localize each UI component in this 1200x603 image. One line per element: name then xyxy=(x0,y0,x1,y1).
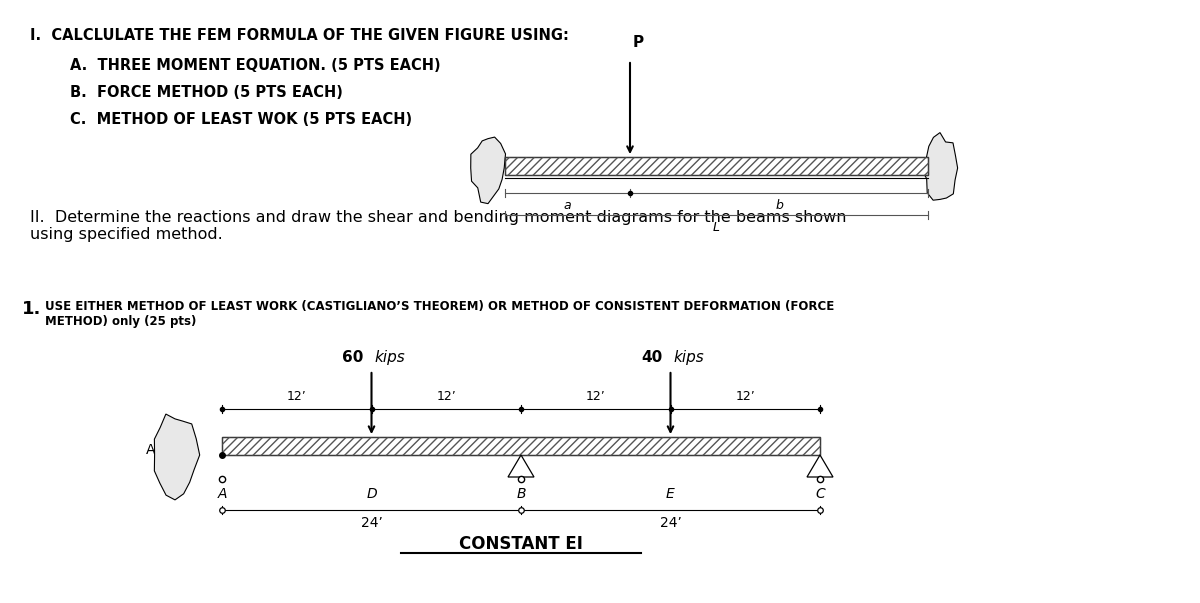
Text: b: b xyxy=(775,199,782,212)
Bar xyxy=(505,157,928,175)
Text: 24’: 24’ xyxy=(360,516,383,530)
Text: C: C xyxy=(815,487,824,501)
Text: A: A xyxy=(474,157,482,171)
Text: 12’: 12’ xyxy=(736,390,755,403)
Text: kips: kips xyxy=(374,350,406,365)
Polygon shape xyxy=(508,455,534,477)
Text: C.  METHOD OF LEAST WOK (5 PTS EACH): C. METHOD OF LEAST WOK (5 PTS EACH) xyxy=(70,112,412,127)
Text: CONSTANT EI: CONSTANT EI xyxy=(460,535,583,553)
Text: D: D xyxy=(366,487,377,501)
Text: B: B xyxy=(938,157,948,171)
Bar xyxy=(222,437,820,455)
Text: L: L xyxy=(713,221,720,234)
Text: II.  Determine the reactions and draw the shear and bending moment diagrams for : II. Determine the reactions and draw the… xyxy=(30,210,846,242)
Text: A.  THREE MOMENT EQUATION. (5 PTS EACH): A. THREE MOMENT EQUATION. (5 PTS EACH) xyxy=(70,58,440,73)
Bar xyxy=(222,437,820,455)
Text: A: A xyxy=(217,487,227,501)
Text: 24’: 24’ xyxy=(660,516,682,530)
Text: a: a xyxy=(564,199,571,212)
Polygon shape xyxy=(920,133,958,200)
Text: 1.: 1. xyxy=(22,300,41,318)
Text: B.  FORCE METHOD (5 PTS EACH): B. FORCE METHOD (5 PTS EACH) xyxy=(70,85,343,100)
Text: USE EITHER METHOD OF LEAST WORK (CASTIGLIANO’S THEOREM) OR METHOD OF CONSISTENT : USE EITHER METHOD OF LEAST WORK (CASTIGL… xyxy=(46,300,834,328)
Text: 40: 40 xyxy=(641,350,662,365)
Text: E: E xyxy=(666,487,674,501)
Polygon shape xyxy=(808,455,833,477)
Polygon shape xyxy=(470,137,505,204)
Text: 12’: 12’ xyxy=(287,390,307,403)
Bar xyxy=(505,157,928,175)
Text: B: B xyxy=(516,487,526,501)
Text: 12’: 12’ xyxy=(437,390,456,403)
Text: kips: kips xyxy=(673,350,704,365)
Polygon shape xyxy=(155,414,199,500)
Text: 60: 60 xyxy=(342,350,364,365)
Text: A: A xyxy=(145,443,155,457)
Text: P: P xyxy=(634,35,644,50)
Text: I.  CALCLULATE THE FEM FORMULA OF THE GIVEN FIGURE USING:: I. CALCLULATE THE FEM FORMULA OF THE GIV… xyxy=(30,28,569,43)
Text: 12’: 12’ xyxy=(586,390,606,403)
